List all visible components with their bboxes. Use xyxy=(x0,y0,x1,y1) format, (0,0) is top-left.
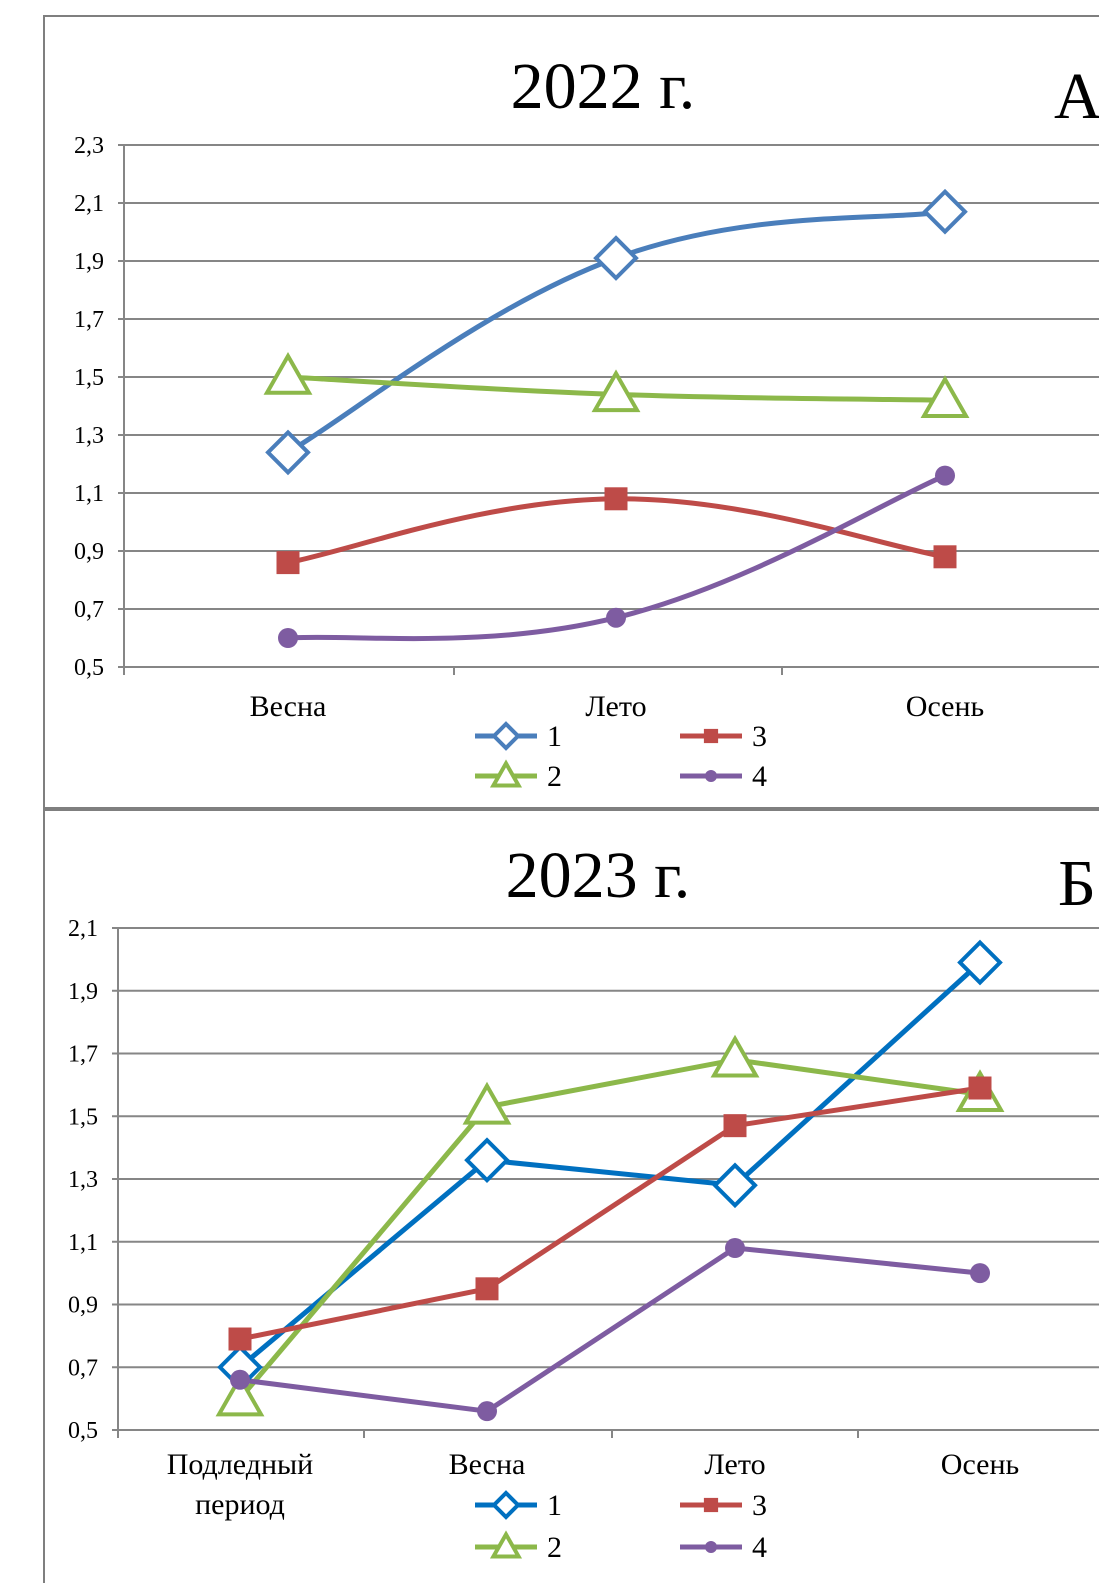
series-3-point xyxy=(723,1114,747,1138)
x-category-label: Весна xyxy=(449,1448,526,1481)
series-4-point xyxy=(477,1401,497,1422)
y-tick-label: 1,9 xyxy=(74,249,104,275)
series-4-point xyxy=(970,1263,990,1284)
series-1-point xyxy=(265,429,311,476)
chart-2022: 0,5 0,7 0,9 1,1 1,3 1,5 1,7 1,9 2,1 2,3 Весна Лето О… xyxy=(74,133,1099,793)
legend-marker xyxy=(703,1497,719,1513)
chart-2023: 0,5 0,7 0,9 1,1 1,3 1,5 1,7 1,9 2,1 Подледный пери… xyxy=(68,916,1099,1564)
series-2-point xyxy=(591,369,641,413)
legend-item-2: 2 xyxy=(475,1530,562,1564)
panel-label-a: А xyxy=(1054,60,1099,133)
legend-marker xyxy=(705,770,717,782)
series-2-point xyxy=(920,375,970,418)
legend-label: 1 xyxy=(547,1489,562,1522)
legend-label: 4 xyxy=(752,1531,767,1564)
y-tick-label: 1,7 xyxy=(68,1042,98,1068)
legend-label: 3 xyxy=(752,1489,767,1522)
legend-item-1: 1 xyxy=(475,1489,562,1522)
series-1-point xyxy=(593,235,639,281)
y-tick-label: 1,3 xyxy=(68,1167,98,1193)
y-tick-label: 1,3 xyxy=(74,423,104,449)
legend-marker xyxy=(491,1490,521,1520)
legend-label: 4 xyxy=(752,760,767,793)
legend-item-3: 3 xyxy=(680,720,767,753)
series-3-point xyxy=(276,551,300,575)
legend-marker xyxy=(491,721,521,751)
series-2-point xyxy=(710,1034,760,1078)
legend-marker xyxy=(703,728,719,744)
y-tick-label: 1,5 xyxy=(74,365,104,391)
series-1-point xyxy=(712,1162,758,1209)
panel-a-frame xyxy=(43,15,1099,809)
y-tick-label: 0,5 xyxy=(74,655,104,681)
series-1-point xyxy=(464,1137,510,1184)
series-3-point xyxy=(933,545,957,569)
panel-b-frame xyxy=(43,809,1099,1583)
legend-item-4: 4 xyxy=(680,1531,767,1564)
y-tick-label: 0,5 xyxy=(68,1418,98,1444)
series-2-point xyxy=(462,1081,512,1125)
series-4-point xyxy=(935,465,955,486)
legend-marker xyxy=(705,1541,717,1553)
series-4-point xyxy=(606,607,626,628)
legend-item-4: 4 xyxy=(680,760,767,793)
y-tick-label: 0,9 xyxy=(68,1293,98,1319)
legend-marker xyxy=(489,759,523,788)
x-category-label: Весна xyxy=(250,690,327,723)
y-tick-label: 2,3 xyxy=(74,133,104,159)
series-4-point xyxy=(725,1238,745,1259)
y-tick-label: 0,9 xyxy=(74,539,104,565)
y-tick-label: 0,7 xyxy=(68,1355,98,1381)
series-2-point xyxy=(263,351,313,395)
series-3-point xyxy=(228,1327,252,1351)
y-tick-label: 1,1 xyxy=(68,1230,98,1256)
series-1-point xyxy=(957,939,1003,986)
x-category-label: Осень xyxy=(906,690,984,723)
y-tick-label: 0,7 xyxy=(74,597,104,623)
y-tick-label: 2,1 xyxy=(68,916,98,942)
series-4-line xyxy=(239,1245,981,1414)
series-3-point xyxy=(475,1277,499,1301)
chart-title-2023: 2023 г. xyxy=(506,839,691,912)
legend-label: 2 xyxy=(547,1531,562,1564)
legend-label: 3 xyxy=(752,720,767,753)
panel-label-b: Б xyxy=(1058,847,1096,920)
series-1-line xyxy=(238,960,982,1370)
legend-item-3: 3 xyxy=(680,1489,767,1522)
y-tick-label: 2,1 xyxy=(74,191,104,217)
x-category-label: Осень xyxy=(941,1448,1019,1481)
legend-label: 1 xyxy=(547,720,562,753)
legend-label: 2 xyxy=(547,760,562,793)
legend-marker xyxy=(489,1530,523,1559)
series-3-line xyxy=(239,1085,981,1342)
x-category-label: Лето xyxy=(585,690,646,723)
y-tick-label: 1,5 xyxy=(68,1104,98,1130)
x-category-label: Подледный период xyxy=(167,1448,313,1521)
series-3-point xyxy=(604,487,628,511)
series-3-point xyxy=(968,1076,992,1100)
series-1-point xyxy=(922,188,968,235)
series-2-line xyxy=(238,1057,981,1401)
series-4-point xyxy=(278,628,298,648)
y-tick-label: 1,1 xyxy=(74,481,104,507)
chart-title-2022: 2022 г. xyxy=(511,50,696,123)
legend-item-1: 1 xyxy=(475,720,562,753)
legend-item-2: 2 xyxy=(475,759,562,793)
series-2-point xyxy=(215,1373,265,1417)
y-tick-label: 1,9 xyxy=(68,979,98,1005)
y-tick-label: 1,7 xyxy=(74,307,104,333)
x-category-label: Лето xyxy=(704,1448,765,1481)
series-4-point xyxy=(230,1369,250,1390)
